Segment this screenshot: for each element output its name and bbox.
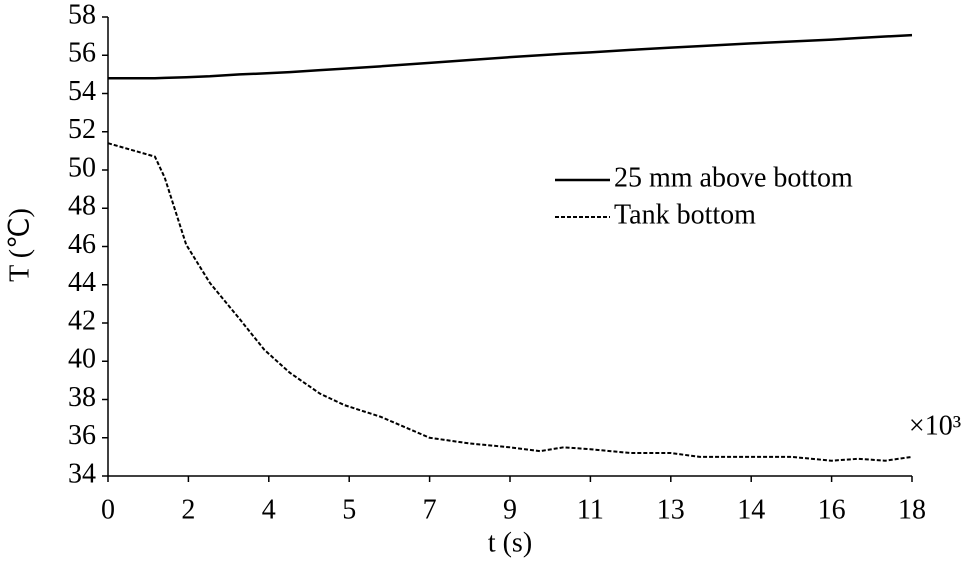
y-tick-label: 36 <box>68 420 96 451</box>
y-tick-label: 52 <box>68 114 96 145</box>
y-tick-label: 56 <box>68 38 96 69</box>
x-tick-label: 0 <box>101 494 115 525</box>
axis-multiplier: ×10³ <box>909 410 961 441</box>
data-line <box>107 142 913 462</box>
y-tick-label: 42 <box>68 305 96 336</box>
data-line <box>108 33 913 80</box>
x-tick-label: 2 <box>181 494 195 525</box>
x-tick-label: 13 <box>657 494 685 525</box>
x-tick-label: 11 <box>577 494 604 525</box>
y-tick-label: 54 <box>68 76 96 107</box>
y-tick-label: 44 <box>68 267 96 298</box>
x-tick-label: 18 <box>898 494 926 525</box>
y-tick-label: 40 <box>68 344 96 375</box>
legend-label: 25 mm above bottom <box>614 162 853 193</box>
x-tick-label: 7 <box>423 494 437 525</box>
x-tick-label: 4 <box>262 494 276 525</box>
y-tick-label: 50 <box>68 152 96 183</box>
x-tick-label: 5 <box>342 494 356 525</box>
x-axis-label: t (s) <box>488 527 532 558</box>
x-tick-label: 14 <box>737 494 765 525</box>
x-tick-label: 9 <box>503 494 517 525</box>
y-tick-label: 58 <box>68 0 96 30</box>
x-tick-label: 16 <box>818 494 846 525</box>
y-axis-label: T (℃) <box>4 208 35 282</box>
y-tick-label: 38 <box>68 382 96 413</box>
y-tick-label: 48 <box>68 191 96 222</box>
legend-label: Tank bottom <box>614 199 756 230</box>
y-tick-label: 46 <box>68 229 96 260</box>
y-tick-label: 34 <box>68 458 96 489</box>
